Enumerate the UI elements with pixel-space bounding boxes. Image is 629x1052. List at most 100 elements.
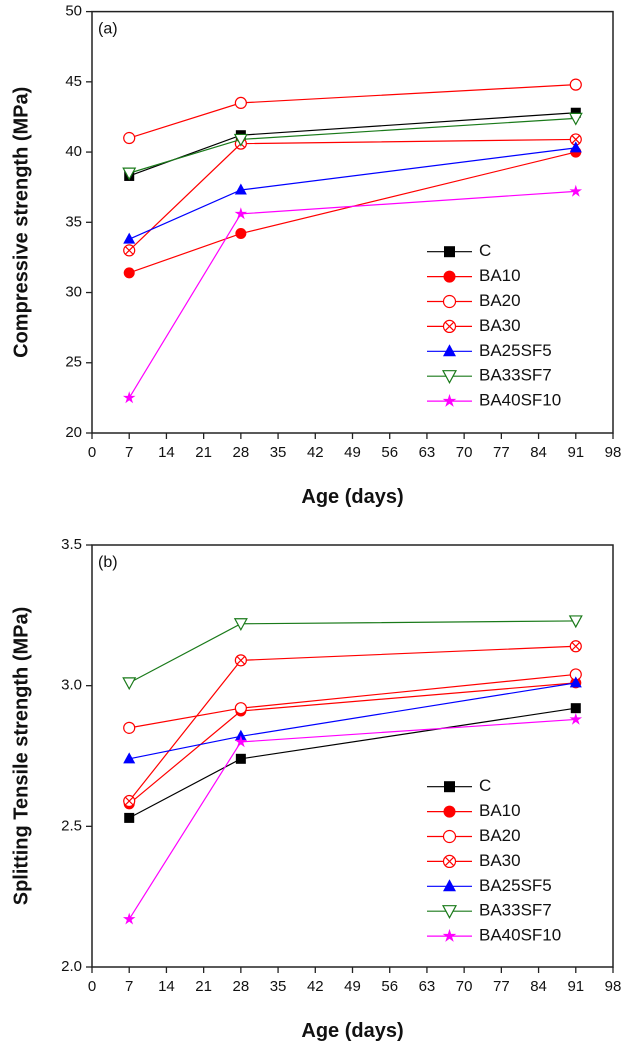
x-tick-label: 77: [493, 978, 510, 995]
x-tick-label: 49: [344, 978, 361, 995]
series-BA33SF7: [122, 615, 583, 691]
legend-item: BA30: [427, 316, 521, 335]
data-point: [123, 752, 136, 764]
data-point: [234, 183, 247, 195]
x-tick-label: 63: [419, 444, 436, 461]
legend-item: BA20: [427, 291, 521, 310]
y-axis-label: Splitting Tensile strength (MPa): [10, 607, 32, 906]
legend-item: C: [427, 776, 491, 795]
legend-label: C: [479, 776, 491, 795]
x-tick-label: 0: [88, 978, 96, 995]
y-tick-label: 3.5: [61, 536, 82, 553]
series-BA20: [123, 78, 582, 145]
data-point: [568, 112, 583, 126]
star-marker: [442, 928, 457, 942]
legend-item: BA30: [427, 851, 521, 870]
data-point: [570, 703, 581, 714]
chart-panel-a: 0 7 14 21 28 35 42 49 56 63 70 77 84 91 98 20 25 30 35 40 45…: [10, 3, 621, 508]
triangle-up-marker: [443, 344, 456, 357]
legend-item: BA25SF5: [427, 341, 552, 360]
series-BA20: [123, 668, 582, 734]
legend-label: C: [479, 241, 491, 260]
data-point: [123, 721, 136, 734]
series-BA25SF5: [123, 141, 582, 244]
x-tick-label: 70: [456, 444, 473, 461]
y-tick-label: 20: [65, 424, 82, 441]
x-tick-label: 98: [605, 978, 622, 995]
series-line: [129, 117, 576, 174]
legend-item: BA33SF7: [427, 901, 552, 920]
data-point: [569, 640, 582, 653]
star-marker: [442, 393, 457, 407]
crossed-circle-x: [571, 642, 581, 651]
series-C: [124, 703, 581, 823]
legend-label: BA30: [479, 851, 521, 870]
legend-label: BA33SF7: [479, 366, 552, 385]
open-circle-marker: [442, 294, 457, 309]
data-point: [123, 244, 136, 257]
x-tick-label: 14: [158, 978, 175, 995]
legend-label: BA25SF5: [479, 876, 552, 895]
data-point: [569, 184, 583, 197]
x-tick-label: 35: [270, 444, 287, 461]
x-tick-label: 84: [530, 978, 547, 995]
series-BA40SF10: [122, 184, 583, 404]
y-tick-label: 50: [65, 3, 82, 20]
series-line: [129, 151, 576, 274]
x-tick-label: 70: [456, 978, 473, 995]
series-line: [129, 84, 576, 139]
legend-item: BA40SF10: [427, 926, 561, 945]
data-point: [124, 812, 135, 823]
legend-label: BA10: [479, 266, 521, 285]
crossed-circle-x: [124, 796, 134, 806]
crossed-circle-x: [124, 246, 134, 255]
series-BA30: [123, 133, 582, 257]
series-BA10: [123, 146, 582, 279]
legend-label: BA30: [479, 316, 521, 335]
x-tick-label: 21: [195, 444, 212, 461]
y-tick-label: 35: [65, 213, 82, 230]
x-tick-label: 49: [344, 444, 361, 461]
crossed-circle-marker: [442, 319, 457, 333]
panel-label: (b): [98, 554, 118, 571]
circle-marker: [443, 270, 456, 283]
data-point: [569, 676, 582, 688]
square-marker: [444, 781, 455, 793]
square-marker: [444, 246, 455, 258]
series-BA40SF10: [122, 712, 583, 925]
data-point: [234, 735, 248, 748]
data-point: [234, 654, 247, 667]
x-tick-label: 63: [419, 978, 436, 995]
legend-label: BA33SF7: [479, 901, 552, 920]
data-point: [569, 133, 582, 146]
series-BA25SF5: [123, 676, 582, 764]
legend-label: BA20: [479, 291, 521, 310]
legend-item: C: [427, 241, 491, 260]
x-tick-label: 91: [567, 978, 584, 995]
series-line: [128, 682, 576, 805]
data-point: [122, 912, 136, 925]
data-point: [123, 267, 135, 279]
chart-panel-b: 0 7 14 21 28 35 42 49 56 63 70 77 84 91 98 2.0 2.5 3.0 3.5…: [10, 536, 621, 1042]
data-point: [569, 78, 582, 91]
panel-label: (a): [98, 21, 118, 38]
x-tick-label: 56: [381, 444, 398, 461]
data-point: [569, 712, 583, 725]
legend-label: BA20: [479, 826, 521, 845]
legend-label: BA40SF10: [479, 391, 561, 410]
data-point: [234, 729, 247, 741]
x-tick-label: 21: [195, 978, 212, 995]
legend-item: BA20: [427, 826, 521, 845]
x-tick-label: 42: [307, 444, 324, 461]
data-point: [235, 228, 247, 240]
x-tick-label: 0: [88, 444, 96, 461]
triangle-up-marker: [443, 879, 456, 892]
open-circle-marker: [442, 829, 457, 844]
triangle-down-marker: [441, 370, 458, 384]
triangle-down-marker: [441, 905, 458, 919]
data-point: [122, 167, 137, 181]
series-BA33SF7: [122, 112, 583, 181]
series-C: [124, 107, 581, 181]
legend-item: BA10: [427, 801, 521, 820]
